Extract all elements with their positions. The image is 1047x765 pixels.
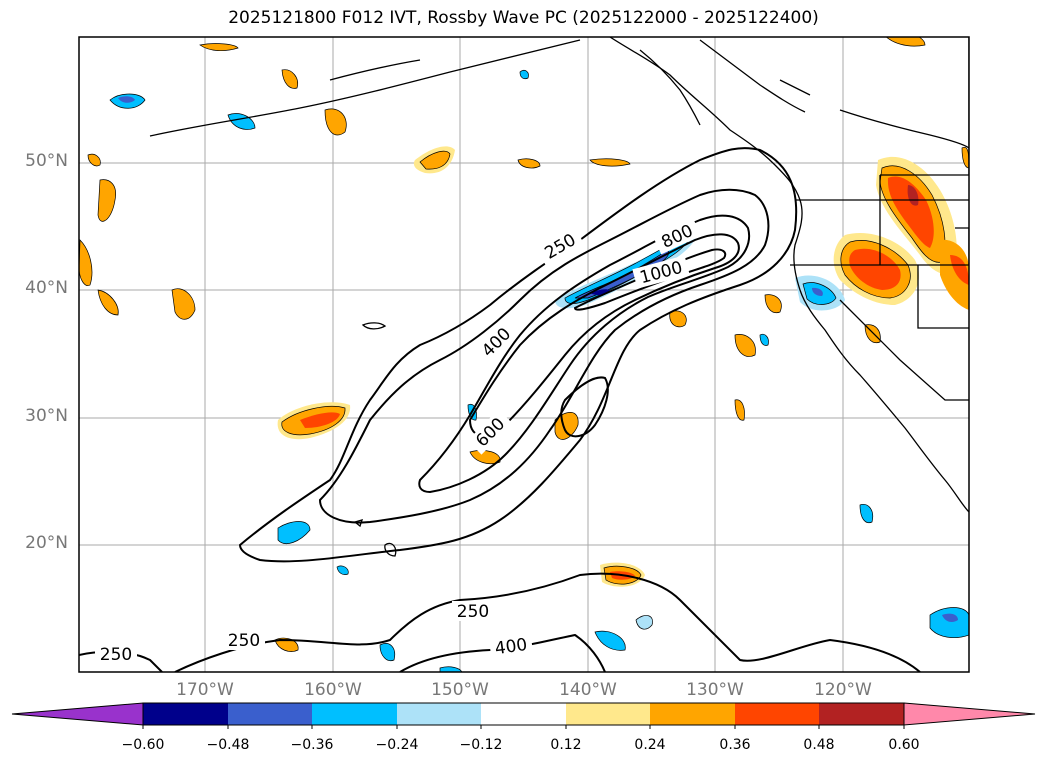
contour-250-south-mid [174,572,921,672]
lat-label-20n: 20°N [25,533,68,553]
colorbar-tick-label: 0.12 [550,737,582,753]
contour-800 [468,233,740,437]
contour-250 [238,147,798,563]
contour-label-400-south: 400 [494,635,529,659]
colorbar [11,702,1036,729]
colorbar-bin [566,703,650,725]
contour-loop [560,376,609,438]
colorbar-tick-label: −0.12 [459,737,503,753]
lon-label-160w: 160°W [304,680,362,700]
lon-label-140w: 140°W [559,680,617,700]
contour-label-250-far-southwest: 250 [100,645,132,665]
lat-label-40n: 40°N [25,278,68,298]
map-frame [78,36,970,673]
lon-label-120w: 120°W [814,680,872,700]
colorbar-tick-label: −0.36 [290,737,334,753]
contour-400 [318,188,770,524]
colorbar-bin [650,703,735,725]
contour-600 [418,214,750,494]
pc-shading [79,37,969,672]
contour-labels: 250 400 600 800 1000 250 250 250 400 [95,217,702,665]
colorbar-bin [312,703,397,725]
colorbar-tick-label: 0.60 [888,737,920,753]
colorbar-bin [735,703,819,725]
colorbar-tick-label: 0.48 [803,737,835,753]
colorbar-tick-label: −0.60 [121,737,165,753]
contour-label-250-southwest: 250 [228,631,260,651]
colorbar-tick-label: 0.36 [719,737,751,753]
colorbar-bin [143,703,228,725]
lat-label-30n: 30°N [25,406,68,426]
lon-label-170w: 170°W [176,680,234,700]
contour-label-250-south: 250 [457,602,489,622]
colorbar-tick-label: 0.24 [634,737,666,753]
colorbar-bin [397,703,481,725]
colorbar-bin [819,703,904,725]
colorbar-extend-max [903,702,1036,726]
colorbar-bin [228,703,312,725]
colorbar-extend-min [11,702,144,726]
colorbar-tick-label: −0.48 [206,737,250,753]
lon-label-150w: 150°W [431,680,489,700]
colorbar-tick-label: −0.24 [375,737,419,753]
map-title: 2025121800 F012 IVT, Rossby Wave PC (202… [228,8,819,28]
lat-label-50n: 50°N [25,151,68,171]
colorbar-bin [481,703,566,725]
coastlines [149,37,969,513]
lon-label-130w: 130°W [686,680,744,700]
